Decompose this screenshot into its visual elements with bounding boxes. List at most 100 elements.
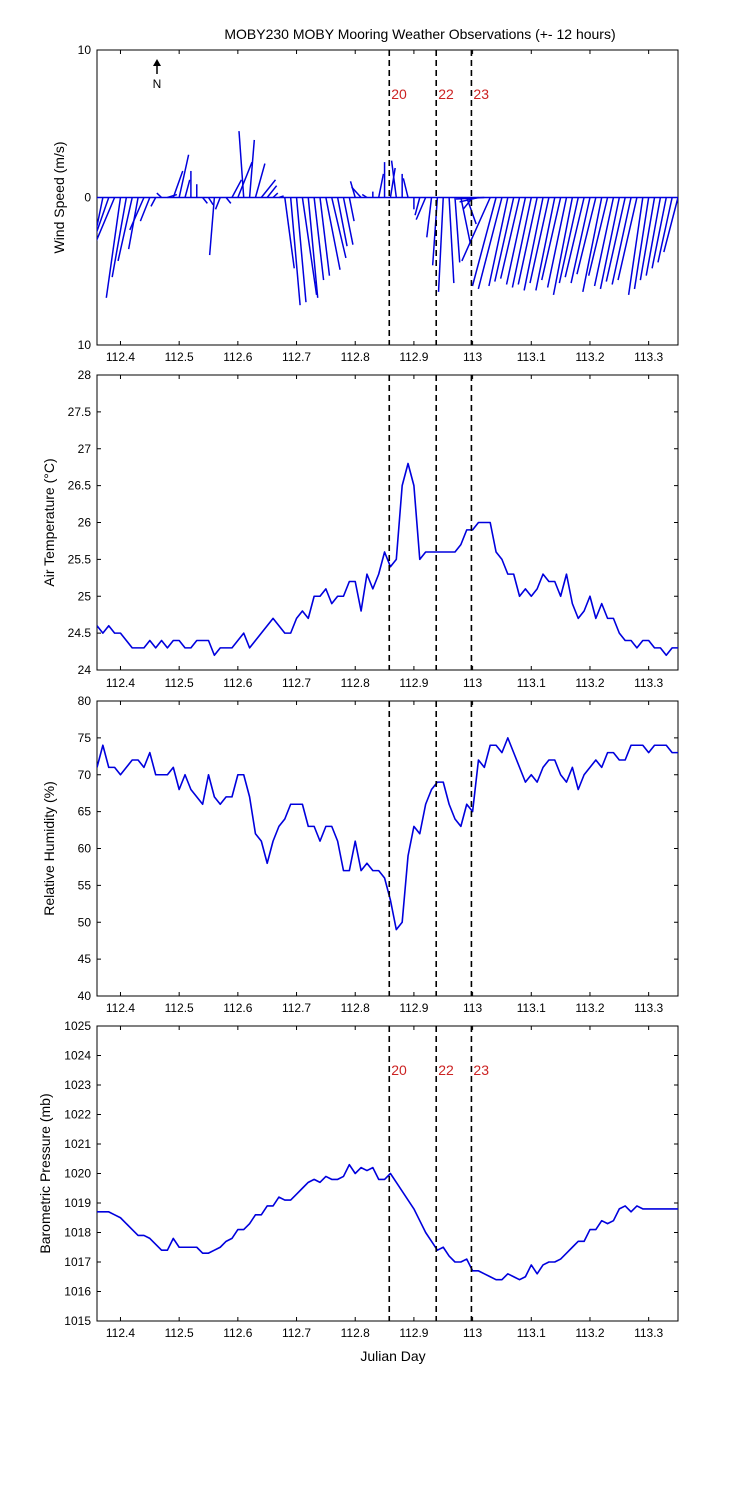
event-marker-label: 23 bbox=[473, 86, 489, 102]
wind-stick bbox=[208, 197, 216, 256]
wind-stick bbox=[390, 160, 398, 198]
wind-stick bbox=[611, 197, 632, 285]
wind-stick bbox=[663, 197, 678, 253]
wind-stick bbox=[266, 185, 278, 198]
wind-stick bbox=[605, 197, 626, 282]
wind-stick bbox=[587, 197, 609, 276]
wind-stick bbox=[129, 197, 145, 231]
y-tick-label: 1018 bbox=[64, 1226, 91, 1240]
x-tick-label: 112.6 bbox=[223, 1326, 252, 1340]
panel-4: 112.4 112.5 112.6 112.7 112.8 112.9 113 113.1 11… bbox=[37, 1019, 679, 1340]
x-tick-label: 113.1 bbox=[517, 1326, 546, 1340]
wind-stick bbox=[313, 197, 325, 281]
wind-stick bbox=[111, 197, 128, 278]
wind-stick bbox=[348, 197, 355, 222]
x-tick-label: 112.7 bbox=[282, 1001, 311, 1015]
wind-stick bbox=[639, 197, 656, 281]
wind-stick bbox=[415, 197, 427, 220]
wind-stick bbox=[460, 197, 472, 244]
x-tick-label: 112.8 bbox=[341, 1001, 370, 1015]
wind-stick bbox=[272, 192, 279, 199]
north-arrow-head bbox=[153, 59, 161, 66]
x-tick-label: 113.2 bbox=[575, 1326, 604, 1340]
wind-stick bbox=[178, 154, 190, 198]
wind-stick bbox=[377, 173, 385, 198]
data-line bbox=[97, 462, 678, 657]
y-tick-label: 28 bbox=[78, 368, 92, 382]
wind-stick bbox=[564, 197, 585, 278]
wind-stick bbox=[289, 197, 301, 306]
x-tick-label: 112.6 bbox=[223, 1001, 252, 1015]
y-tick-label: 1022 bbox=[64, 1108, 91, 1122]
wind-stick bbox=[511, 197, 533, 288]
plot-area bbox=[97, 1163, 678, 1281]
y-tick-label: 45 bbox=[78, 952, 92, 966]
wind-stick bbox=[202, 197, 208, 204]
wind-stick bbox=[471, 197, 497, 287]
wind-stick bbox=[505, 197, 527, 285]
wind-stick bbox=[461, 197, 491, 262]
y-tick-label: 1016 bbox=[64, 1285, 91, 1299]
x-tick-label: 113.1 bbox=[517, 676, 546, 690]
event-marker-label: 23 bbox=[473, 1062, 489, 1078]
y-tick-label: 55 bbox=[78, 878, 92, 892]
plot-frame bbox=[96, 1025, 679, 1322]
plot-area bbox=[97, 737, 678, 931]
y-tick-label: 26 bbox=[78, 516, 92, 530]
plot-area bbox=[97, 462, 678, 657]
x-tick-label: 113.1 bbox=[517, 1001, 546, 1015]
x-tick-label: 113.2 bbox=[575, 350, 604, 364]
y-tick-label: 40 bbox=[78, 989, 92, 1003]
x-tick-label: 113 bbox=[463, 350, 482, 364]
y-tick-label: 1019 bbox=[64, 1196, 91, 1210]
wind-stick bbox=[105, 197, 122, 298]
wind-stick bbox=[301, 197, 318, 295]
y-tick-label: 1015 bbox=[64, 1314, 91, 1328]
wind-stick bbox=[546, 197, 568, 288]
y-tick-label: 1025 bbox=[64, 1019, 91, 1033]
wind-stick bbox=[454, 197, 461, 263]
y-tick-label: 27.5 bbox=[68, 405, 92, 419]
wind-stick bbox=[139, 197, 151, 222]
x-tick-label: 113.3 bbox=[634, 676, 663, 690]
wind-stick bbox=[319, 197, 331, 276]
x-tick-label: 112.7 bbox=[282, 676, 311, 690]
wind-stick bbox=[570, 197, 591, 284]
x-tick-label: 112.5 bbox=[165, 1326, 194, 1340]
event-marker-label: 20 bbox=[391, 86, 407, 102]
wind-stick bbox=[156, 192, 163, 199]
wind-stick bbox=[552, 197, 574, 295]
wind-stick bbox=[150, 197, 157, 207]
wind-stick bbox=[238, 131, 245, 198]
y-tick-label: 50 bbox=[78, 915, 92, 929]
wind-stick bbox=[184, 179, 191, 198]
x-tick-label: 113.3 bbox=[634, 1001, 663, 1015]
x-tick-label: 112.8 bbox=[341, 1326, 370, 1340]
wind-stick bbox=[426, 197, 433, 238]
wind-stick bbox=[331, 197, 347, 259]
wind-stick bbox=[558, 197, 579, 284]
x-tick-label: 113.2 bbox=[575, 676, 604, 690]
y-tick-label: 24 bbox=[78, 663, 92, 677]
wind-stick bbox=[295, 197, 307, 303]
x-tick-label: 112.4 bbox=[106, 350, 135, 364]
wind-stick bbox=[225, 197, 232, 204]
x-tick-label: 112.4 bbox=[106, 676, 135, 690]
y-tick-label: 25 bbox=[78, 589, 92, 603]
y-tick-label: 70 bbox=[78, 768, 92, 782]
y-tick-label: 10 bbox=[78, 43, 92, 57]
wind-stick bbox=[248, 139, 256, 198]
y-tick-label: 26.5 bbox=[68, 479, 92, 493]
y-axis-label: Relative Humidity (%) bbox=[41, 781, 57, 916]
chart-title: MOBY230 MOBY Mooring Weather Observation… bbox=[224, 26, 615, 42]
wind-stick bbox=[529, 197, 550, 284]
x-tick-label: 112.4 bbox=[106, 1326, 135, 1340]
wind-stick bbox=[214, 197, 221, 210]
wind-stick bbox=[172, 170, 184, 198]
x-tick-label: 112.8 bbox=[341, 676, 370, 690]
wind-stick bbox=[97, 197, 104, 230]
wind-stick bbox=[207, 197, 214, 206]
wind-stick bbox=[535, 197, 556, 291]
x-tick-label: 112.9 bbox=[399, 676, 428, 690]
y-tick-label: 1020 bbox=[64, 1167, 91, 1181]
